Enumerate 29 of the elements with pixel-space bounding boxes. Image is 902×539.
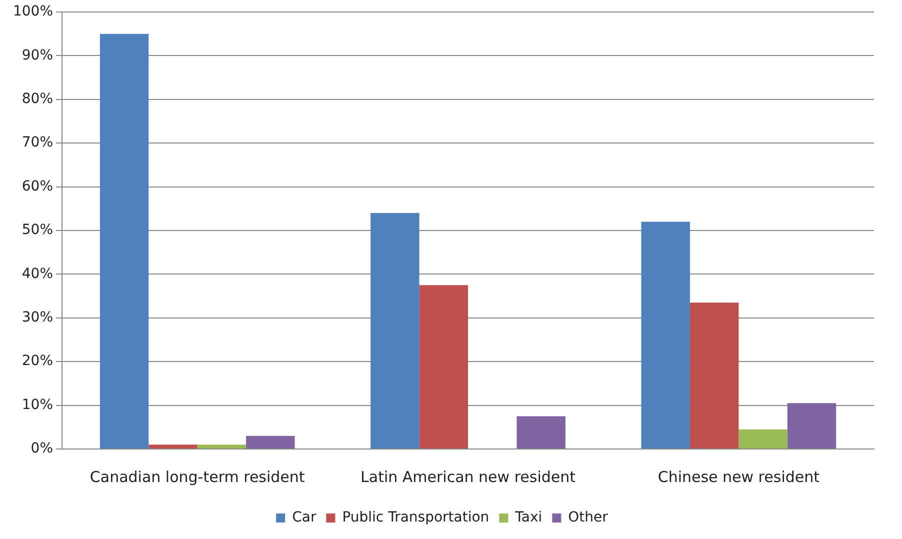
bar: [641, 222, 690, 448]
y-tick-label: 50%: [22, 222, 54, 238]
y-tick-label: 30%: [22, 310, 54, 326]
bar: [787, 403, 836, 448]
bar: [690, 302, 739, 448]
legend-label: Other: [568, 510, 608, 526]
bar: [738, 429, 788, 448]
x-tick-label: Latin American new resident: [360, 468, 576, 486]
y-tick-label: 10%: [22, 396, 54, 413]
y-tick-label: 60%: [22, 178, 54, 194]
y-tick-label: 70%: [22, 134, 54, 151]
x-tick-label: Chinese new resident: [658, 468, 820, 486]
bar: [197, 444, 246, 448]
legend-label: Car: [292, 510, 316, 526]
y-tick-label: 0%: [30, 440, 54, 457]
y-tick-label: 80%: [22, 91, 54, 108]
y-tick-label: 100%: [12, 4, 54, 20]
legend-label: Public Transportation: [342, 510, 490, 526]
y-tick-label: 20%: [22, 353, 54, 370]
bar: [370, 213, 420, 448]
bar: [100, 34, 149, 448]
y-tick-label: 90%: [22, 47, 54, 64]
bar: [419, 285, 468, 448]
legend-label: Taxi: [514, 510, 542, 526]
x-tick-label: Canadian long-term resident: [90, 468, 305, 486]
bar: [148, 444, 198, 448]
bar: [246, 436, 295, 448]
bar: [516, 416, 566, 448]
y-tick-label: 40%: [22, 266, 54, 282]
